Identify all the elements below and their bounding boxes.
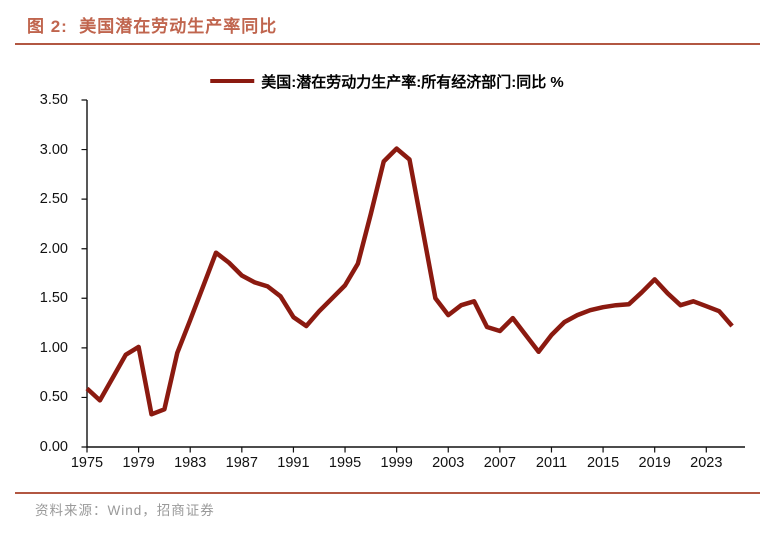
figure-title: 图 2: 美国潜在劳动生产率同比 — [27, 17, 278, 36]
axis-lines — [86, 100, 745, 448]
y-tick-label: 0.00 — [39, 439, 68, 455]
title-divider — [15, 43, 760, 45]
x-tick-label: 2007 — [483, 455, 516, 471]
x-tick-label: 1995 — [328, 455, 362, 471]
x-tick-label: 1999 — [380, 455, 413, 471]
source-note: 资料来源：Wind，招商证券 — [35, 503, 215, 518]
x-tick-label: 1991 — [277, 455, 310, 471]
legend: 美国:潜在劳动力生产率:所有经济部门:同比 % — [210, 72, 564, 91]
y-tick-label: 3.00 — [39, 141, 68, 158]
footer-divider — [15, 492, 760, 494]
legend-label: 美国:潜在劳动力生产率:所有经济部门:同比 % — [261, 73, 564, 91]
x-tick-label: 2003 — [432, 455, 465, 471]
legend-line-swatch — [210, 79, 255, 83]
y-tick-label: 2.50 — [39, 191, 68, 208]
y-tick-label: 1.00 — [39, 339, 68, 356]
x-tick-label: 2011 — [535, 455, 568, 471]
x-tick-label: 1975 — [70, 455, 104, 471]
tick-marks — [81, 99, 707, 453]
x-tick-label: 2019 — [638, 455, 671, 471]
y-tick-label: 0.50 — [39, 389, 68, 406]
x-tick-label: 2015 — [586, 455, 620, 471]
x-tick-label: 1983 — [174, 455, 207, 471]
x-tick-label: 1979 — [122, 455, 155, 471]
y-tick-label: 3.50 — [39, 92, 68, 108]
y-tick-label: 2.00 — [39, 240, 68, 257]
x-tick-label: 2023 — [690, 455, 723, 471]
y-tick-label: 1.50 — [39, 290, 68, 307]
x-tick-label: 1987 — [225, 455, 258, 471]
productivity-line — [85, 146, 734, 417]
